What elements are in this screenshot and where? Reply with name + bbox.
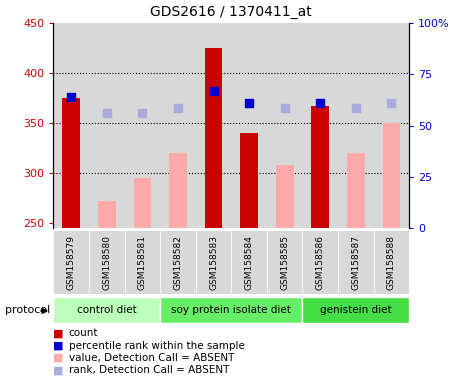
Text: genistein diet: genistein diet <box>320 305 392 315</box>
Text: ■: ■ <box>53 341 64 351</box>
Text: GSM158582: GSM158582 <box>173 235 182 290</box>
Text: GSM158581: GSM158581 <box>138 235 147 290</box>
Bar <box>338 230 374 294</box>
Text: soy protein isolate diet: soy protein isolate diet <box>172 305 291 315</box>
Point <box>103 110 111 116</box>
Bar <box>98 202 116 228</box>
Text: protocol: protocol <box>5 305 50 315</box>
Point <box>139 110 146 116</box>
Bar <box>383 123 400 228</box>
Text: ■: ■ <box>53 328 64 338</box>
Text: GSM158580: GSM158580 <box>102 235 111 290</box>
Text: percentile rank within the sample: percentile rank within the sample <box>69 341 245 351</box>
Bar <box>232 230 267 294</box>
Point <box>246 100 253 106</box>
Bar <box>53 230 89 294</box>
Point <box>388 100 395 106</box>
Text: ■: ■ <box>53 365 64 375</box>
Bar <box>338 23 373 228</box>
Point <box>174 105 182 111</box>
Text: GSM158579: GSM158579 <box>67 235 76 290</box>
Bar <box>89 230 125 294</box>
Bar <box>303 297 409 323</box>
Bar <box>373 23 409 228</box>
Bar <box>89 23 125 228</box>
Text: GSM158583: GSM158583 <box>209 235 218 290</box>
Bar <box>125 230 160 294</box>
Bar <box>312 106 329 228</box>
Bar <box>240 133 258 228</box>
Text: control diet: control diet <box>77 305 137 315</box>
Bar <box>302 23 338 228</box>
Bar <box>160 297 303 323</box>
Bar <box>169 153 187 228</box>
Bar <box>196 230 232 294</box>
Bar <box>205 48 222 228</box>
Bar <box>347 153 365 228</box>
Bar <box>125 23 160 228</box>
Point <box>210 88 217 94</box>
Bar <box>267 230 303 294</box>
Bar <box>160 23 196 228</box>
Text: GSM158585: GSM158585 <box>280 235 289 290</box>
Point <box>281 105 288 111</box>
Text: GSM158584: GSM158584 <box>245 235 253 290</box>
Bar <box>196 23 231 228</box>
Bar <box>53 23 89 228</box>
Point <box>352 105 359 111</box>
Point <box>67 94 75 100</box>
Bar <box>53 297 160 323</box>
Bar <box>374 230 409 294</box>
Text: GSM158588: GSM158588 <box>387 235 396 290</box>
Bar <box>267 23 302 228</box>
Title: GDS2616 / 1370411_at: GDS2616 / 1370411_at <box>151 5 312 19</box>
Text: ■: ■ <box>53 353 64 363</box>
Point <box>317 100 324 106</box>
Text: GSM158587: GSM158587 <box>352 235 360 290</box>
Bar <box>276 166 293 228</box>
Bar <box>303 230 338 294</box>
Bar <box>133 179 151 228</box>
Text: GSM158586: GSM158586 <box>316 235 325 290</box>
Text: count: count <box>69 328 98 338</box>
Bar <box>62 98 80 228</box>
Bar <box>231 23 267 228</box>
Bar <box>160 230 196 294</box>
Text: value, Detection Call = ABSENT: value, Detection Call = ABSENT <box>69 353 234 363</box>
Text: rank, Detection Call = ABSENT: rank, Detection Call = ABSENT <box>69 365 229 375</box>
